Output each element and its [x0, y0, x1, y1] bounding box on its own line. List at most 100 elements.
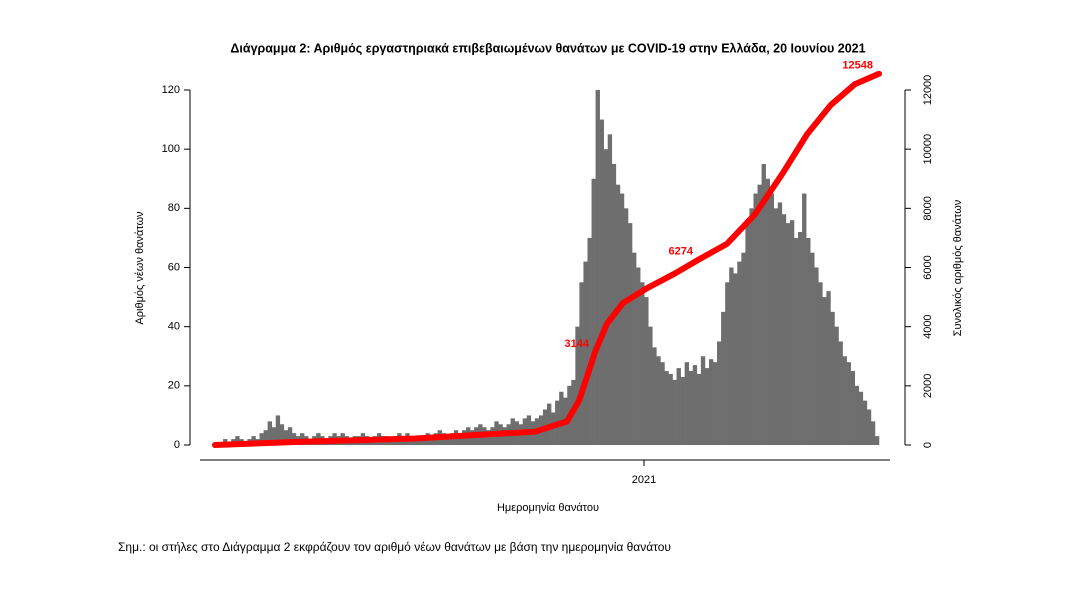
y2-axis-label: Συνολικός αριθμός θανάτων	[952, 199, 964, 336]
bar	[680, 376, 685, 445]
bar	[785, 223, 791, 445]
y-tick-label: 40	[168, 321, 180, 333]
bar	[713, 362, 718, 445]
y2-tick-label: 8000	[922, 196, 934, 220]
bar	[862, 400, 868, 445]
bar	[802, 193, 807, 445]
bar	[259, 433, 264, 445]
y-axis-label: Αριθμός νέων θανάτων	[134, 211, 146, 325]
y-tick-label: 60	[168, 261, 180, 273]
bar	[737, 261, 742, 445]
bar	[559, 391, 564, 445]
bar	[749, 208, 754, 445]
bar	[793, 237, 799, 445]
bar	[822, 297, 827, 445]
bar	[769, 193, 775, 445]
bar	[648, 326, 653, 445]
bar	[692, 365, 698, 445]
y2-tick-label: 10000	[922, 134, 934, 165]
bar	[287, 427, 293, 445]
bar	[789, 220, 795, 445]
bar	[834, 326, 839, 445]
bar	[818, 282, 823, 445]
bar	[627, 223, 633, 445]
bar	[717, 341, 722, 445]
bar	[271, 427, 277, 445]
value-label: 6274	[669, 245, 694, 257]
y2-tick-label: 2000	[922, 374, 934, 398]
bar	[607, 134, 613, 445]
bar	[279, 424, 285, 445]
bar	[579, 282, 584, 445]
bar	[611, 163, 617, 446]
chart-title: Διάγραμμα 2: Αριθμός εργαστηριακά επιβεβ…	[230, 41, 865, 55]
bar	[676, 368, 681, 445]
bar	[575, 326, 580, 445]
bar	[810, 252, 815, 445]
bar	[700, 356, 706, 445]
bar	[283, 430, 289, 445]
cumulative-line	[212, 70, 882, 448]
bar	[729, 267, 734, 445]
bar	[457, 433, 463, 445]
bar	[858, 391, 864, 445]
bar	[587, 237, 592, 445]
note: Σημ.: οι στήλες στο Διάγραμμα 2 εκφράζου…	[118, 540, 671, 554]
y-tick-label: 0	[174, 439, 180, 451]
y-tick-label: 20	[168, 380, 180, 392]
bar	[684, 362, 690, 445]
bar	[660, 362, 665, 445]
bar	[846, 362, 851, 445]
y-tick-label: 100	[162, 143, 180, 155]
value-label: 3144	[565, 338, 590, 350]
y2-tick-label: 0	[922, 442, 934, 448]
bar	[623, 208, 629, 445]
bar	[708, 359, 714, 445]
bar	[696, 374, 702, 445]
bar	[688, 371, 694, 445]
bar	[806, 237, 811, 445]
bar	[773, 208, 779, 445]
y-tick-label: 80	[168, 202, 180, 214]
bar	[741, 252, 746, 445]
bar	[814, 267, 819, 445]
bar	[636, 267, 641, 445]
bar	[781, 214, 787, 445]
x-axis-label: Ημερομηνία θανάτου	[497, 502, 599, 514]
bar	[870, 421, 876, 445]
bar	[777, 202, 783, 445]
bar	[664, 371, 669, 445]
bar	[874, 436, 880, 445]
bar	[644, 297, 649, 445]
bar	[668, 374, 673, 445]
y2-tick-label: 12000	[922, 75, 934, 106]
bar	[725, 282, 730, 445]
value-label: 12548	[842, 60, 873, 72]
bar	[640, 282, 645, 445]
bar	[251, 436, 256, 445]
bar	[753, 193, 758, 445]
bar	[721, 311, 726, 445]
bar	[704, 368, 710, 445]
bar	[842, 356, 847, 445]
bar	[632, 252, 637, 445]
bar	[838, 341, 843, 445]
bar	[603, 149, 609, 445]
bar	[429, 436, 434, 445]
bar	[866, 409, 872, 445]
bar	[672, 379, 677, 445]
y2-tick-label: 6000	[922, 255, 934, 279]
bar	[267, 421, 272, 445]
bar	[591, 178, 596, 445]
x-tick-label: 2021	[632, 474, 656, 486]
bar	[599, 119, 604, 445]
bar	[757, 184, 762, 445]
y2-tick-label: 4000	[922, 314, 934, 338]
bar	[445, 436, 451, 445]
y-tick-label: 120	[162, 84, 180, 96]
bar	[652, 347, 657, 445]
bar	[826, 291, 831, 445]
bar	[656, 356, 661, 445]
bar	[854, 385, 860, 445]
